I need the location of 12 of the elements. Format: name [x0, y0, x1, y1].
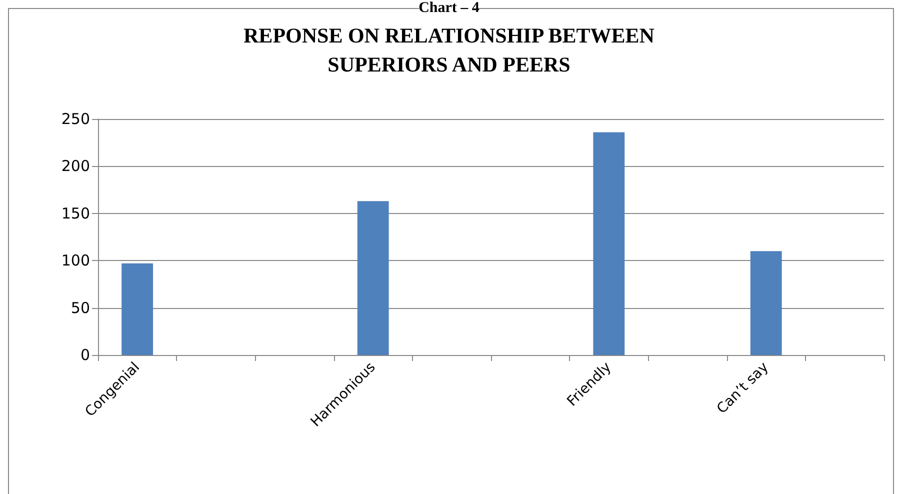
y-tick-label: 100	[61, 252, 90, 270]
bar	[750, 251, 782, 355]
bar	[357, 201, 389, 355]
y-tick-label: 50	[70, 298, 90, 317]
text: Chart – 4	[418, 0, 480, 16]
chart-title: REPONSE ON RELATIONSHIP BETWEEN SUPERIORS AND PEERS	[244, 24, 654, 76]
y-tick-label: 0	[80, 346, 90, 364]
y-tick-label: 250	[61, 110, 90, 128]
bar	[122, 263, 154, 355]
y-tick-label: 150	[61, 204, 90, 222]
bar	[593, 132, 625, 355]
y-tick-label: 200	[61, 157, 90, 176]
